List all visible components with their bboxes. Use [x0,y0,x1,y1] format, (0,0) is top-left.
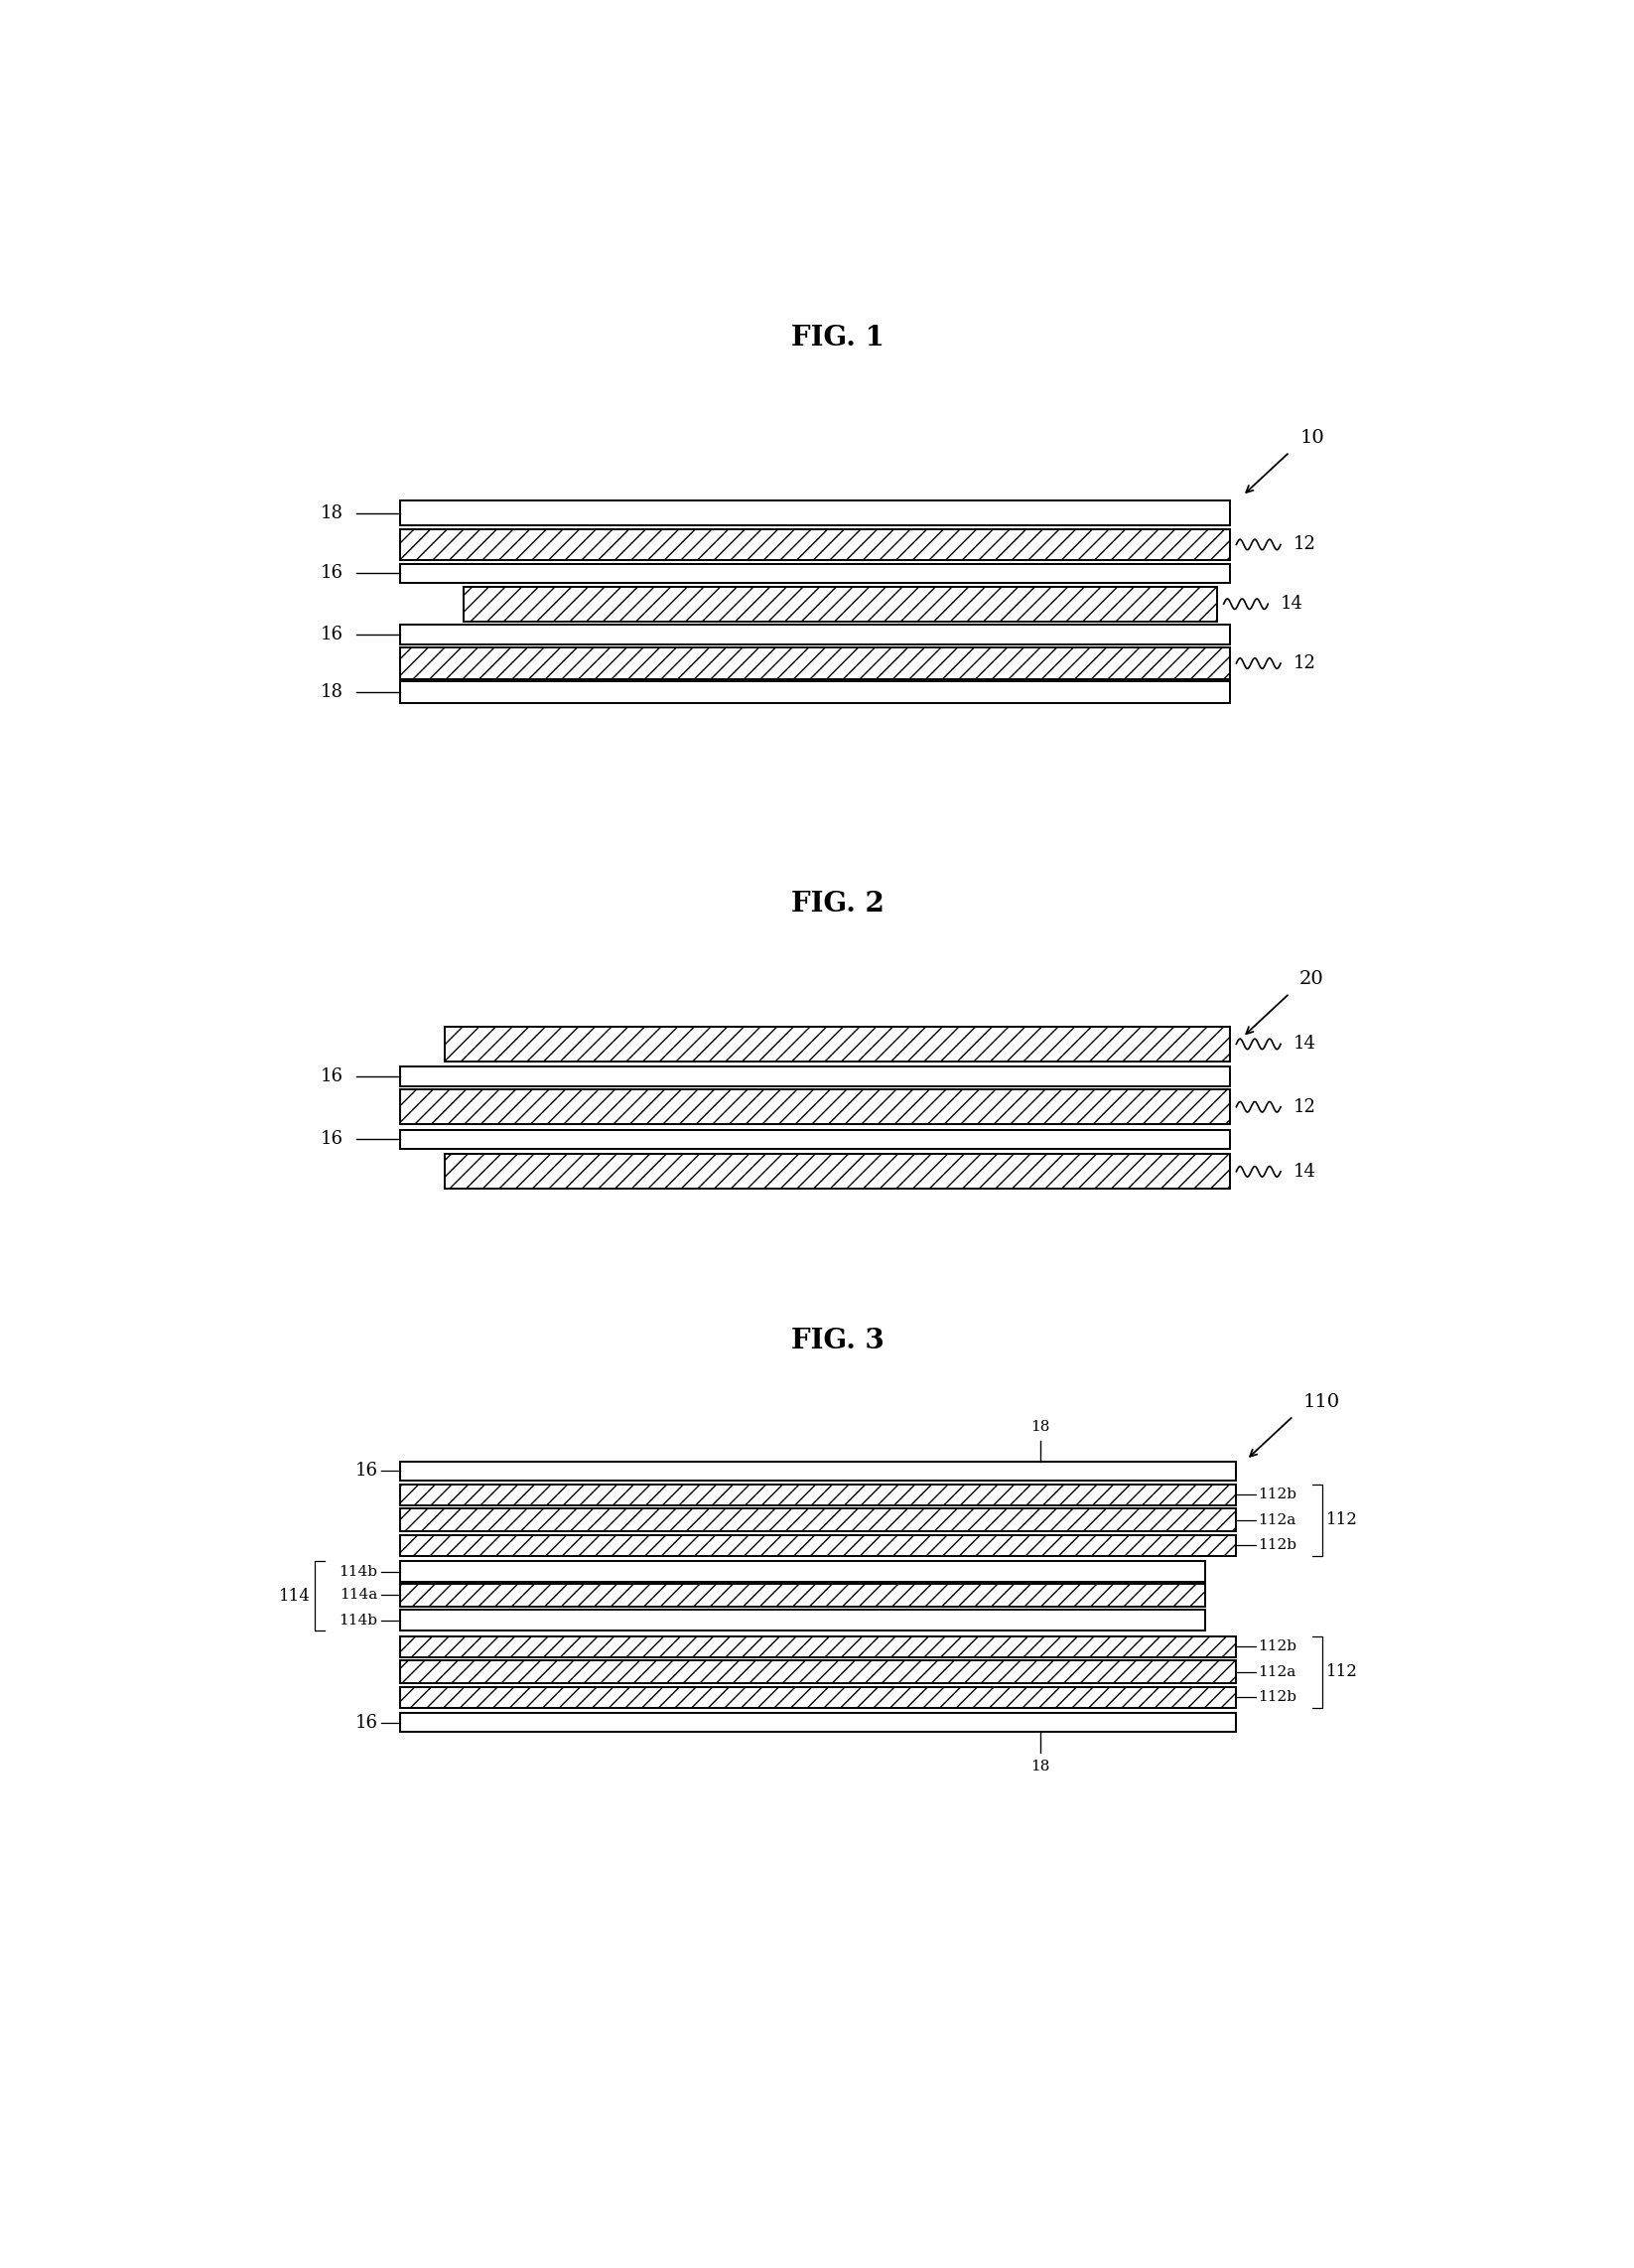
Text: 114a: 114a [340,1588,377,1601]
Bar [400,565,1230,583]
Text: 112: 112 [1327,1510,1358,1529]
Text: 16: 16 [320,1068,343,1086]
Bar [400,1089,1230,1125]
Bar [400,1129,1230,1150]
Text: 114b: 114b [338,1613,377,1628]
Bar [444,1154,1230,1188]
Text: 112b: 112b [1258,1690,1296,1703]
Text: 14: 14 [1294,1034,1315,1052]
Text: 16: 16 [355,1715,377,1730]
Text: 114b: 114b [338,1565,377,1579]
Bar [400,1535,1237,1556]
Bar [444,1027,1230,1061]
Text: FIG. 3: FIG. 3 [791,1327,884,1354]
Bar [400,1635,1237,1658]
Bar [400,1560,1204,1583]
Text: 112a: 112a [1258,1513,1296,1526]
Bar [400,528,1230,560]
Text: 112: 112 [1327,1662,1358,1681]
Bar [400,1461,1237,1481]
Text: 110: 110 [1304,1393,1340,1411]
Text: 14: 14 [1281,594,1304,612]
Text: 12: 12 [1294,655,1315,671]
Bar [400,680,1230,703]
Bar [464,587,1217,621]
Text: 12: 12 [1294,1098,1315,1116]
Text: 18: 18 [1031,1420,1049,1433]
Bar [400,626,1230,644]
Bar [400,501,1230,526]
Text: 18: 18 [320,503,343,522]
Text: 112b: 112b [1258,1538,1296,1551]
Text: 112a: 112a [1258,1665,1296,1678]
Bar [400,1660,1237,1683]
Text: FIG. 1: FIG. 1 [791,324,884,352]
Text: 16: 16 [320,626,343,644]
Text: 16: 16 [320,1129,343,1148]
Bar [400,1508,1237,1531]
Text: 16: 16 [355,1463,377,1481]
Bar [400,1483,1237,1506]
Text: FIG. 2: FIG. 2 [791,891,884,919]
Text: 112b: 112b [1258,1488,1296,1501]
Text: 10: 10 [1299,429,1324,447]
Text: 18: 18 [320,683,343,701]
Bar [400,1687,1237,1708]
Bar [400,1610,1204,1631]
Text: 16: 16 [320,565,343,583]
Bar [400,1583,1204,1606]
Bar [400,1712,1237,1733]
Bar [400,1066,1230,1086]
Text: 112b: 112b [1258,1640,1296,1653]
Text: 12: 12 [1294,535,1315,553]
Text: 14: 14 [1294,1163,1315,1179]
Text: 20: 20 [1299,971,1324,989]
Text: 114: 114 [279,1588,310,1603]
Bar [400,649,1230,678]
Text: 18: 18 [1031,1760,1049,1774]
